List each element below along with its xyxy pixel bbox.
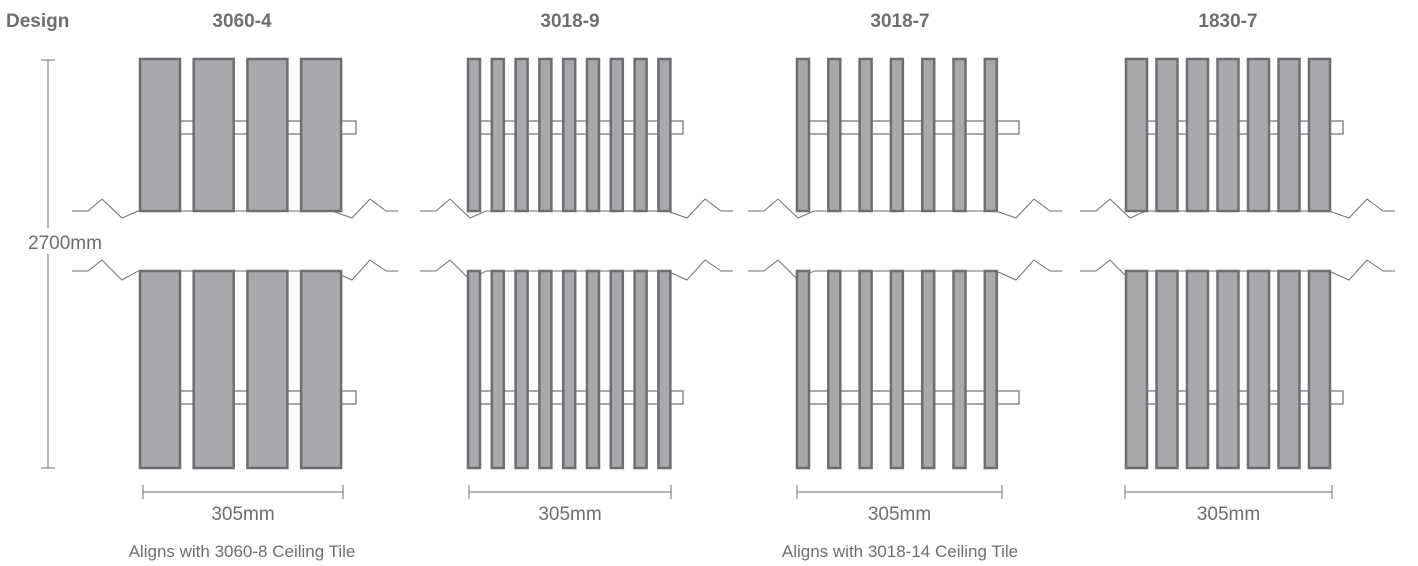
slat-upper (299, 57, 343, 213)
slat-upper (585, 57, 601, 213)
slat-upper (1124, 57, 1149, 213)
slat-lower (1216, 269, 1240, 470)
break-mark-lower-right (995, 259, 1062, 281)
slat-lower (1307, 269, 1332, 470)
break-mark-upper-right (995, 198, 1062, 219)
slat-upper (538, 57, 553, 213)
alignment-note-2: Aligns with 3018-14 Ceiling Tile (782, 542, 1018, 561)
design-group-3018-7: 3018-7 305mm (748, 11, 1062, 525)
width-dimension-label: 305mm (538, 504, 601, 525)
slat-lower (490, 269, 506, 470)
slat-upper (138, 57, 182, 213)
rail-top (479, 120, 684, 135)
slat-upper (1307, 57, 1332, 213)
slat-lower (585, 269, 601, 470)
slat-lower (1124, 269, 1149, 470)
slat-upper (889, 57, 905, 213)
design-name-3018-9: 3018-9 (540, 11, 599, 32)
slat-upper (657, 57, 672, 213)
slat-upper (827, 57, 842, 213)
slat-lower (1185, 269, 1210, 470)
slat-upper (1246, 57, 1271, 213)
break-mark-upper-left (1080, 198, 1147, 219)
slat-upper (1185, 57, 1210, 213)
slat-lower (983, 269, 999, 470)
slat-lower (246, 269, 289, 470)
break-mark-upper-left (72, 198, 139, 219)
slat-lower (466, 269, 482, 470)
break-mark-upper-right (666, 198, 733, 219)
slat-lower (920, 269, 936, 470)
slat-upper (983, 57, 999, 213)
slat-upper (561, 57, 577, 213)
slat-upper (514, 57, 529, 213)
design-name-1830-7: 1830-7 (1198, 11, 1257, 32)
break-mark-upper-right (1328, 198, 1395, 219)
slat-lower (633, 269, 648, 470)
slat-lower (827, 269, 842, 470)
slat-upper (609, 57, 625, 213)
break-mark-upper-right (331, 198, 398, 219)
break-mark-lower-right (1328, 259, 1395, 281)
break-mark-upper-left (748, 198, 815, 219)
design-name-3018-7: 3018-7 (870, 11, 929, 32)
slat-lower (952, 269, 967, 470)
height-dimension-label: 2700mm (28, 233, 102, 254)
alignment-note-1: Aligns with 3060-8 Ceiling Tile (129, 542, 356, 561)
design-header-label: Design (6, 11, 69, 32)
slat-lower (889, 269, 905, 470)
break-mark-upper-left (420, 198, 487, 219)
slat-lower (1155, 269, 1179, 470)
width-dimension-label: 305mm (1197, 504, 1260, 525)
width-dimension-label: 305mm (211, 504, 274, 525)
design-groups: 3060-4 305mm 3018-9 305mm 3018-7 305mm 1830-7 3… (72, 11, 1395, 525)
slat-upper (1155, 57, 1179, 213)
design-group-3060-4: 3060-4 305mm (72, 11, 398, 525)
slat-upper (490, 57, 506, 213)
slat-lower (1246, 269, 1271, 470)
rail-bottom (479, 390, 684, 405)
slat-lower (192, 269, 235, 470)
slat-upper (466, 57, 482, 213)
slat-lower (561, 269, 577, 470)
slat-upper (952, 57, 967, 213)
design-name-3060-4: 3060-4 (212, 11, 272, 32)
slat-upper (1216, 57, 1240, 213)
slat-upper (920, 57, 936, 213)
slat-lower (657, 269, 672, 470)
slat-upper (246, 57, 289, 213)
slat-lower (538, 269, 553, 470)
slat-lower (1277, 269, 1301, 470)
slat-lower (299, 269, 343, 470)
break-mark-lower-right (331, 259, 398, 281)
width-dimension-label: 305mm (868, 504, 931, 525)
slat-upper (633, 57, 648, 213)
slat-lower (795, 269, 811, 470)
slat-lower (609, 269, 625, 470)
slat-upper (858, 57, 873, 213)
slat-lower (138, 269, 182, 470)
height-label-background (26, 228, 144, 254)
slat-lower (858, 269, 873, 470)
design-group-3018-9: 3018-9 305mm (420, 11, 733, 525)
design-group-1830-7: 1830-7 305mm (1080, 11, 1395, 525)
break-mark-lower-left (72, 259, 139, 281)
slat-upper (1277, 57, 1301, 213)
slat-upper (192, 57, 235, 213)
slat-upper (795, 57, 811, 213)
slat-lower (514, 269, 529, 470)
break-mark-lower-right (666, 259, 733, 281)
